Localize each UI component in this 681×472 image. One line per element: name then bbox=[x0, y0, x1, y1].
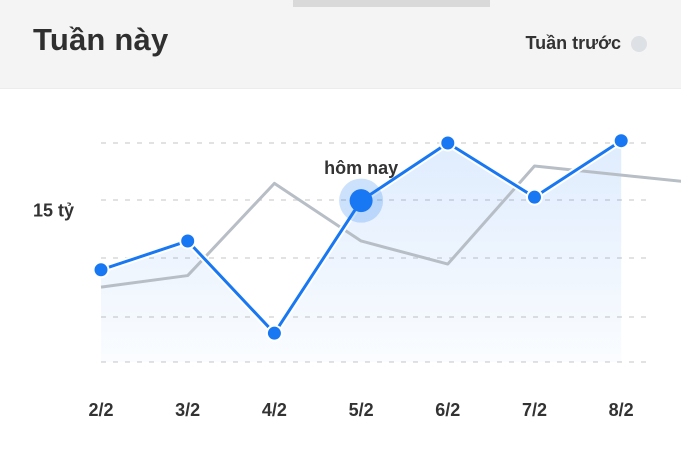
today-point bbox=[349, 189, 373, 213]
series-this-week bbox=[92, 132, 630, 342]
x-tick-label: 8/2 bbox=[609, 400, 634, 420]
data-point bbox=[528, 190, 541, 204]
x-tick-label: 5/2 bbox=[349, 400, 374, 420]
axis-labels: 2/2 3/2 4/2 5/2 6/2 7/2 8/2 15 tỷ hôm nay bbox=[33, 158, 634, 420]
y-tick-label: 15 tỷ bbox=[33, 201, 74, 221]
area-fill bbox=[101, 140, 622, 362]
page-title: Tuần này bbox=[33, 22, 169, 57]
header: Tuần này Tuần trước bbox=[0, 0, 681, 89]
legend-label-previous-week: Tuần trước bbox=[525, 33, 621, 53]
legend[interactable]: Tuần trước bbox=[525, 33, 647, 54]
this-week-area bbox=[101, 140, 622, 362]
data-point bbox=[441, 136, 455, 150]
x-tick-label: 3/2 bbox=[175, 400, 200, 420]
data-point bbox=[94, 263, 108, 277]
last-week-line bbox=[100, 164, 681, 289]
data-point bbox=[614, 134, 628, 148]
series-last-week bbox=[100, 164, 681, 289]
top-drag-handle bbox=[293, 0, 490, 7]
x-tick-label: 4/2 bbox=[262, 400, 287, 420]
x-tick-label: 7/2 bbox=[522, 400, 547, 420]
data-point bbox=[181, 234, 195, 248]
data-point bbox=[267, 326, 281, 340]
x-tick-label: 6/2 bbox=[435, 400, 460, 420]
x-tick-label: 2/2 bbox=[88, 400, 113, 420]
today-annotation-label: hôm nay bbox=[324, 158, 398, 178]
legend-dot-icon bbox=[631, 35, 647, 52]
